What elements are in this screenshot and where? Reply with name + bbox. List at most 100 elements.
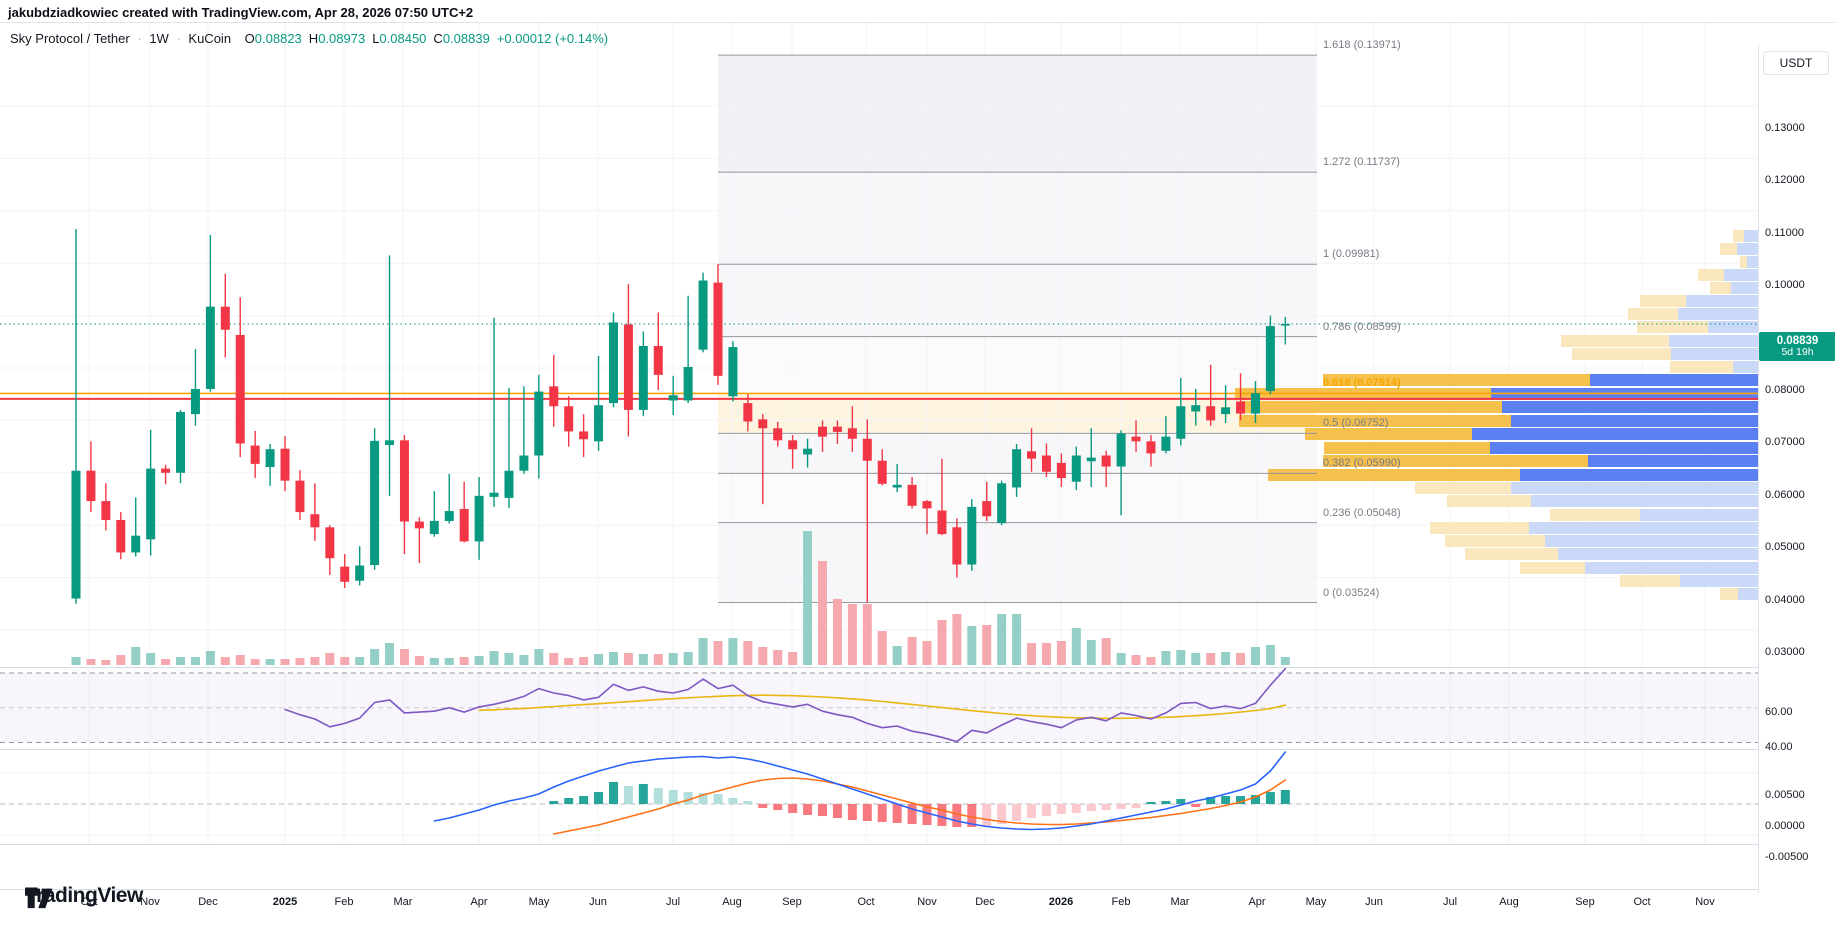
time-axis-label: Sep — [1575, 896, 1595, 908]
volume-profile-sell-bar — [1710, 282, 1731, 294]
candle-body — [937, 510, 947, 535]
volume-profile-buy-bar — [1737, 243, 1758, 255]
pane-separator[interactable] — [0, 749, 1835, 750]
volume-profile-sell-bar — [1520, 562, 1585, 574]
change-value: +0.00012 (+0.14%) — [496, 31, 609, 46]
macd-histogram-bar — [1236, 796, 1246, 804]
rsi-band-fill — [0, 673, 1758, 743]
candle-body — [1236, 401, 1246, 414]
volume-bar — [265, 659, 275, 665]
high-value: 0.08973 — [318, 31, 366, 46]
candle-body — [803, 448, 813, 455]
volume-bar — [877, 631, 887, 665]
price-axis-label: 0.07000 — [1765, 436, 1805, 449]
footer-brand[interactable]: TradingView — [25, 884, 143, 909]
candle-body — [1071, 455, 1081, 482]
volume-bar — [1101, 638, 1111, 665]
candle-body — [399, 440, 409, 522]
fib-band — [718, 172, 1317, 265]
symbol-title[interactable]: Sky Protocol / Tether — [10, 31, 130, 46]
candle-body — [101, 501, 111, 520]
macd-histogram-bar — [832, 804, 842, 819]
pane-separator[interactable] — [0, 667, 1835, 668]
candle-body — [1027, 451, 1037, 459]
volume-bar — [1146, 657, 1156, 665]
tradingview-logo-text: TradingView — [25, 884, 143, 907]
candle-body — [1161, 436, 1171, 451]
candle-body — [429, 521, 439, 535]
macd-histogram-bar — [847, 804, 857, 820]
candle-body — [280, 448, 290, 481]
volume-bar — [519, 655, 529, 665]
volume-bar — [340, 657, 350, 665]
time-axis[interactable]: Oct Nov Dec 2025 Feb Mar Apr May Jun Jul Aug Sep Oct… — [0, 889, 1758, 916]
volume-profile-buy-bar — [1588, 455, 1758, 467]
volume-profile-buy-bar — [1744, 230, 1758, 242]
macd-line — [433, 751, 1287, 831]
macd-histogram-bar — [1280, 789, 1290, 804]
candle-body — [862, 438, 872, 461]
price-axis-label: 0.05000 — [1765, 541, 1805, 554]
volume-bar — [1012, 614, 1022, 665]
macd-histogram-bar — [1056, 804, 1066, 814]
volume-profile-sell-bar — [1324, 442, 1490, 454]
volume-profile-buy-bar — [1678, 308, 1758, 320]
close-label: C — [433, 31, 443, 46]
price-axis-label: 0.10000 — [1765, 279, 1805, 292]
currency-toggle-button[interactable]: USDT — [1763, 51, 1829, 75]
volume-profile-buy-bar — [1747, 256, 1758, 268]
candle-body — [489, 492, 499, 497]
volume-bar — [728, 638, 738, 665]
price-axis-label: 0.04000 — [1765, 593, 1805, 606]
candle-body — [997, 483, 1007, 524]
macd-histogram-bar — [982, 804, 992, 827]
exchange-label[interactable]: KuCoin — [188, 31, 232, 46]
macd-histogram-bar — [1027, 804, 1037, 819]
macd-histogram-bar — [862, 804, 872, 821]
macd-histogram-bar — [1265, 791, 1275, 804]
volume-profile-sell-bar — [1268, 469, 1520, 481]
fib-level-label: 1.272 (0.11737) — [1323, 156, 1400, 169]
macd-histogram-bar — [743, 801, 753, 804]
volume-bar — [310, 657, 320, 665]
volume-profile-sell-bar — [1430, 522, 1529, 534]
interval-label[interactable]: 1W — [149, 31, 169, 46]
volume-profile-buy-bar — [1733, 361, 1758, 373]
volume-bar — [773, 650, 783, 665]
candle-body — [892, 484, 902, 488]
rsi-ma-line — [478, 694, 1287, 720]
macd-histogram-bar — [1071, 804, 1081, 813]
volume-bar — [355, 657, 365, 665]
time-axis-label: Oct — [80, 896, 98, 908]
low-label: L — [372, 31, 380, 46]
macd-histogram-bar — [713, 794, 723, 804]
volume-bar — [594, 654, 604, 665]
candle-body — [579, 431, 589, 440]
macd-histogram-bar — [758, 804, 768, 809]
symbol-legend[interactable]: Sky Protocol / Tether · 1W · KuCoin O0.0… — [10, 31, 608, 46]
volume-bar — [280, 659, 290, 665]
time-axis-label: Feb — [334, 896, 354, 908]
time-axis-label: Mar — [393, 896, 413, 908]
candle-body — [743, 403, 753, 422]
fib-band — [718, 393, 1317, 434]
time-axis-label: Sep — [782, 896, 802, 908]
price-axis[interactable]: USDT 0.130000.120000.110000.100000.09000… — [1758, 45, 1835, 893]
macd-histogram-bar — [728, 797, 738, 804]
chart-canvas[interactable] — [0, 23, 1758, 871]
time-axis-label: Oct — [857, 896, 875, 908]
macd-histogram-bar — [937, 804, 947, 827]
candle-body — [758, 419, 768, 429]
volume-profile-sell-bar — [1733, 230, 1744, 242]
candle-body — [235, 334, 245, 444]
macd-histogram-bar — [967, 804, 977, 828]
candle-body — [1265, 326, 1275, 392]
volume-profile-sell-bar — [1445, 535, 1545, 547]
time-axis-label: Nov — [1695, 896, 1715, 908]
candle-body — [818, 426, 827, 437]
candle-body — [146, 468, 156, 540]
fib-level-label: 0.382 (0.05990) — [1323, 457, 1401, 470]
candle-body — [190, 388, 200, 415]
volume-profile-sell-bar — [1323, 374, 1590, 386]
volume-bar — [1250, 647, 1260, 665]
